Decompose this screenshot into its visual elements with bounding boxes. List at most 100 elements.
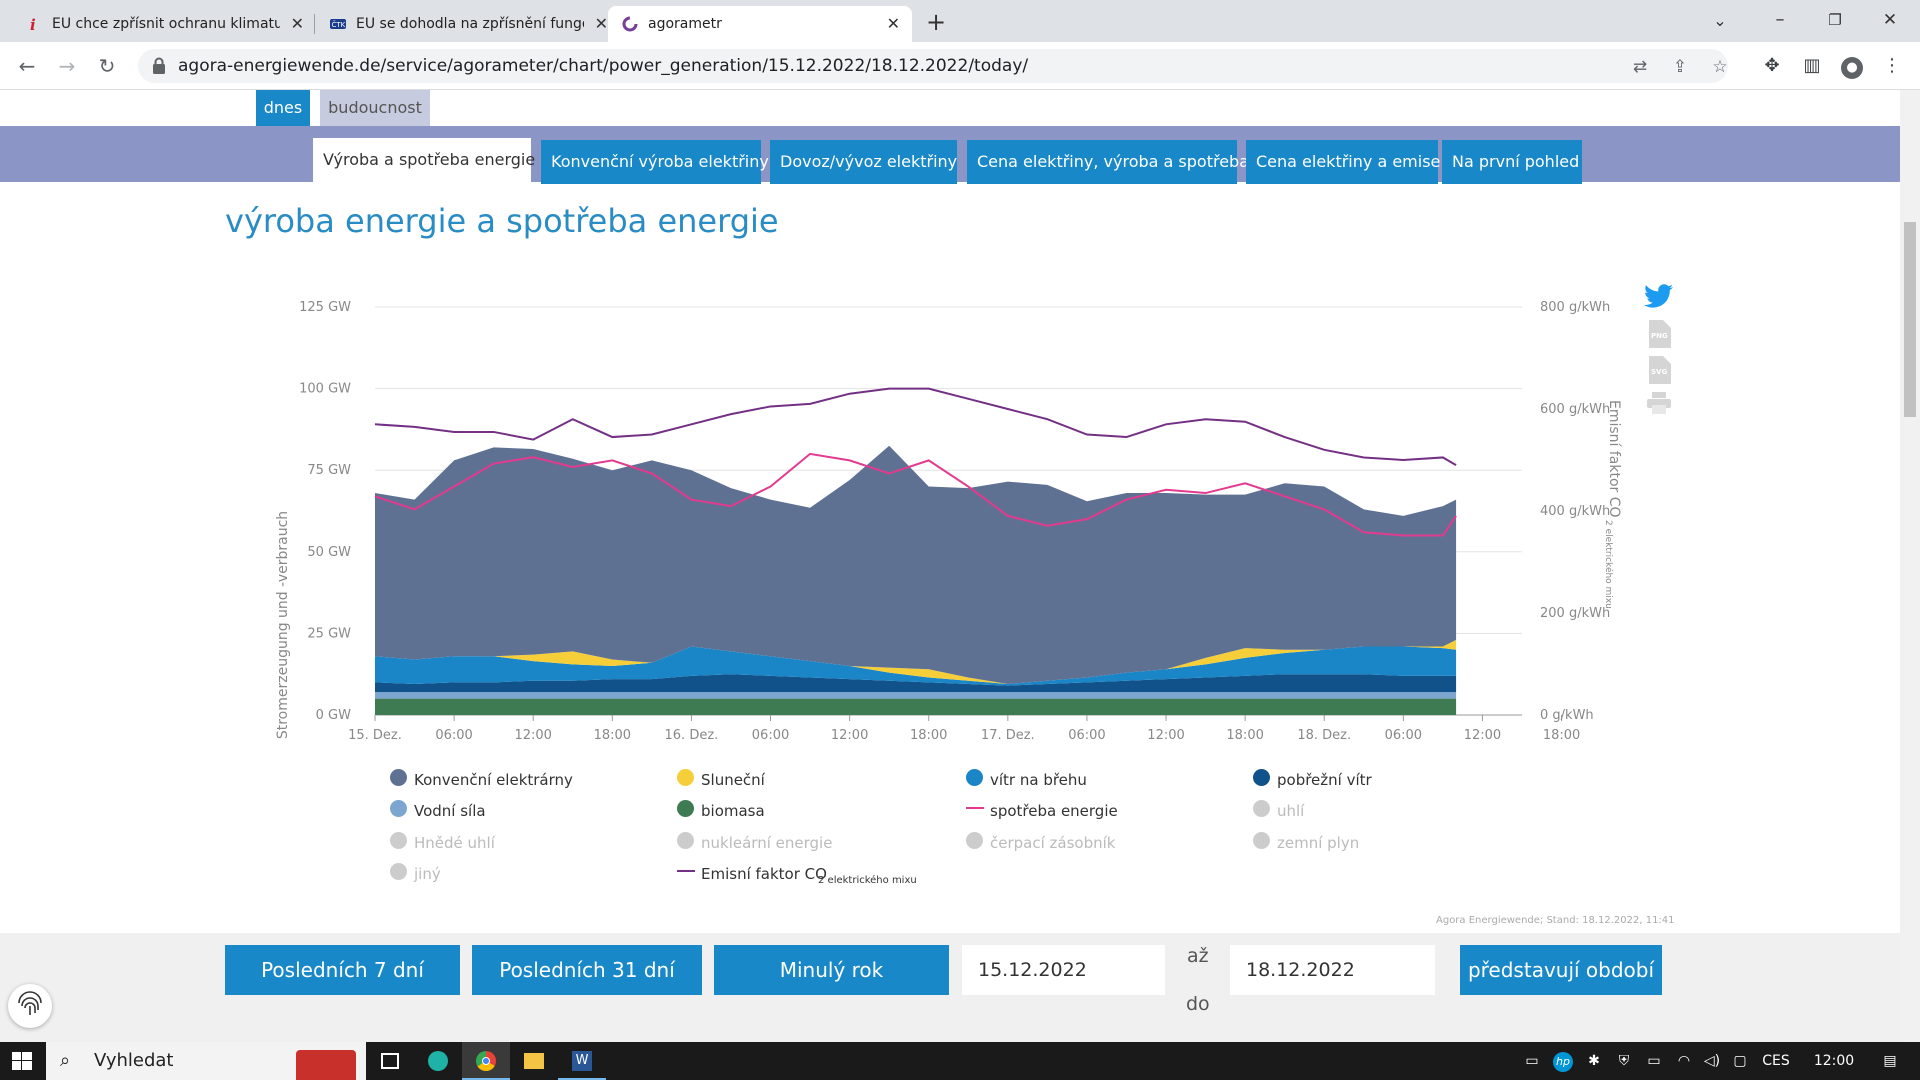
png-export-icon[interactable]: PNG <box>1647 320 1671 348</box>
taskbar-search[interactable]: ⌕ Vyhledat <box>46 1042 366 1080</box>
last-7-days-button[interactable]: Posledních 7 dní <box>225 945 460 995</box>
tab-overview[interactable]: Na první pohled <box>1442 140 1582 184</box>
browser-tab-3[interactable]: agorametr ✕ <box>608 6 912 42</box>
x-tick-label: 12:00 <box>1464 728 1501 743</box>
legend-label: biomasa <box>701 802 765 820</box>
legend-label: Vodní síla <box>414 802 486 820</box>
side-panel-icon[interactable]: ▥ <box>1803 55 1821 76</box>
omnibox[interactable]: agora-energiewende.de/service/agorameter… <box>138 49 1728 83</box>
restore-icon[interactable]: ❐ <box>1828 11 1842 29</box>
menu-kebab-icon[interactable]: ⋮ <box>1883 55 1901 76</box>
profile-avatar-icon[interactable]: ● <box>1840 54 1864 79</box>
legend-label: Emisní faktor CO <box>701 865 827 883</box>
browser-tab-1[interactable]: i EU chce zpřísnit ochranu klimatu. ✕ <box>12 6 316 42</box>
subtab-today[interactable]: dnes <box>256 90 310 126</box>
input-language[interactable]: CES <box>1762 1053 1790 1069</box>
consumption-line <box>374 452 1457 537</box>
extensions-puzzle-icon[interactable]: ✥ <box>1764 55 1780 76</box>
to-date-input[interactable] <box>1230 945 1435 995</box>
close-tab-icon[interactable]: ✕ <box>290 14 304 33</box>
last-31-days-button[interactable]: Posledních 31 dní <box>472 945 702 995</box>
tab-price-generation[interactable]: Cena elektřiny, výroba a spotřeba <box>967 140 1249 184</box>
y-tick-label: 0 GW <box>316 708 351 723</box>
fingerprint-privacy-button[interactable] <box>8 984 52 1028</box>
tab-import-export[interactable]: Dovoz/vývoz elektřiny <box>770 140 957 184</box>
print-icon[interactable] <box>1647 392 1671 414</box>
forward-arrow-icon[interactable]: → <box>58 54 76 78</box>
browser-tab-2[interactable]: ČTK EU se dohodla na zpřísnění fungo ✕ <box>316 6 620 42</box>
security-shield-icon[interactable]: ⛨ <box>1618 1053 1630 1069</box>
legend-marker <box>390 832 407 849</box>
area-pobřežní vítr <box>375 674 1457 693</box>
search-placeholder: Vyhledat <box>94 1050 174 1071</box>
area-Konvenční elektrárny <box>375 445 1457 684</box>
power-chart: 0 GW 25 GW 50 GW 75 GW 100 GW 125 GW 0 g/kWh 2… <box>275 300 1622 743</box>
y-tick-label: 50 GW <box>307 545 351 560</box>
subtab-future[interactable]: budoucnost <box>320 90 430 126</box>
legend-marker <box>1253 769 1270 786</box>
agora-icon <box>622 16 638 32</box>
battery-icon[interactable]: ▭ <box>1647 1053 1661 1069</box>
legend-marker <box>677 800 694 817</box>
minimize-icon[interactable]: – <box>1775 9 1785 30</box>
reload-icon[interactable]: ↻ <box>98 54 116 78</box>
translate-icon[interactable]: ⇄ <box>1632 57 1648 77</box>
word-icon[interactable]: W <box>558 1042 606 1080</box>
device-icon[interactable]: ▭ <box>1525 1053 1539 1069</box>
y2-axis-title-main: Emisní faktor CO <box>1606 400 1622 518</box>
page-scrollbar[interactable] <box>1900 90 1920 1042</box>
legend-label: pobřežní vítr <box>1277 771 1372 789</box>
close-window-icon[interactable]: ✕ <box>1882 10 1898 30</box>
tab-title: agorametr <box>648 16 722 32</box>
y-tick-label: 75 GW <box>307 463 351 478</box>
i-icon: i <box>30 16 36 32</box>
legend-label-sub: 2 elektrického mixu <box>818 875 917 886</box>
close-tab-icon[interactable]: ✕ <box>594 14 608 33</box>
hp-icon[interactable]: hp <box>1550 1042 1576 1080</box>
tab-conventional-generation[interactable]: Konvenční výroba elektřiny <box>541 140 769 184</box>
area-vítr na břehu <box>375 646 1457 686</box>
url-text[interactable]: agora-energiewende.de/service/agorameter… <box>178 56 1029 76</box>
legend-label: Sluneční <box>701 771 765 789</box>
legend-marker <box>1253 832 1270 849</box>
tab-title: EU chce zpřísnit ochranu klimatu. <box>52 16 280 32</box>
twitter-icon[interactable] <box>1644 284 1674 310</box>
windows-start-icon[interactable] <box>12 1052 32 1070</box>
clock[interactable]: 12:00 <box>1813 1053 1855 1069</box>
tab-price-emissions[interactable]: Cena elektřiny a emise <box>1246 140 1440 184</box>
svg-text:PNG: PNG <box>1651 332 1668 340</box>
task-view-icon[interactable] <box>366 1042 414 1080</box>
back-arrow-icon[interactable]: ← <box>18 54 36 78</box>
y2-axis-title: Emisní faktor CO 2 elektrického mixu <box>1603 400 1622 609</box>
scrollbar-thumb[interactable] <box>1904 222 1916 417</box>
y-axis-title: Stromerzeugung und -verbrauch <box>275 511 291 739</box>
close-tab-icon[interactable]: ✕ <box>886 14 900 33</box>
new-tab-plus-icon[interactable]: + <box>925 8 947 36</box>
edge-icon[interactable] <box>414 1042 462 1080</box>
show-period-button[interactable]: představují období <box>1460 945 1662 995</box>
tab-search-chevron-icon[interactable]: ⌄ <box>1713 11 1727 30</box>
notifications-icon[interactable]: ▤ <box>1883 1053 1897 1069</box>
from-date-input[interactable] <box>962 945 1165 995</box>
y2-tick-label: 0 g/kWh <box>1540 708 1594 723</box>
legend-marker <box>390 863 407 880</box>
bluetooth-icon[interactable]: ✱ <box>1588 1053 1600 1069</box>
last-year-button[interactable]: Minulý rok <box>714 945 949 995</box>
display-icon[interactable]: ▢ <box>1733 1053 1747 1069</box>
date-controls-band: Posledních 7 dní Posledních 31 dní Minul… <box>0 933 1900 1042</box>
chrome-icon[interactable] <box>462 1042 510 1080</box>
x-tick-label: 06:00 <box>1068 728 1105 743</box>
volume-icon[interactable]: ◁) <box>1703 1053 1721 1069</box>
wifi-icon[interactable]: ◠ <box>1677 1053 1691 1069</box>
page-content: dnes budoucnost Výroba a spotřeba energi… <box>0 90 1900 1042</box>
bookmark-star-icon[interactable]: ☆ <box>1712 57 1728 77</box>
x-tick-label: 18:00 <box>910 728 947 743</box>
y-axis-labels: 0 GW 25 GW 50 GW 75 GW 100 GW 125 GW <box>299 300 351 723</box>
legend-label: jiný <box>414 865 441 883</box>
legend-label: uhlí <box>1277 802 1305 820</box>
y2-tick-label: 800 g/kWh <box>1540 300 1610 315</box>
svg-export-icon[interactable]: SVG <box>1647 356 1671 384</box>
tab-power-generation[interactable]: Výroba a spotřeba energie <box>313 138 535 184</box>
share-icon[interactable]: ⇪ <box>1672 57 1688 77</box>
file-explorer-icon[interactable] <box>510 1042 558 1080</box>
